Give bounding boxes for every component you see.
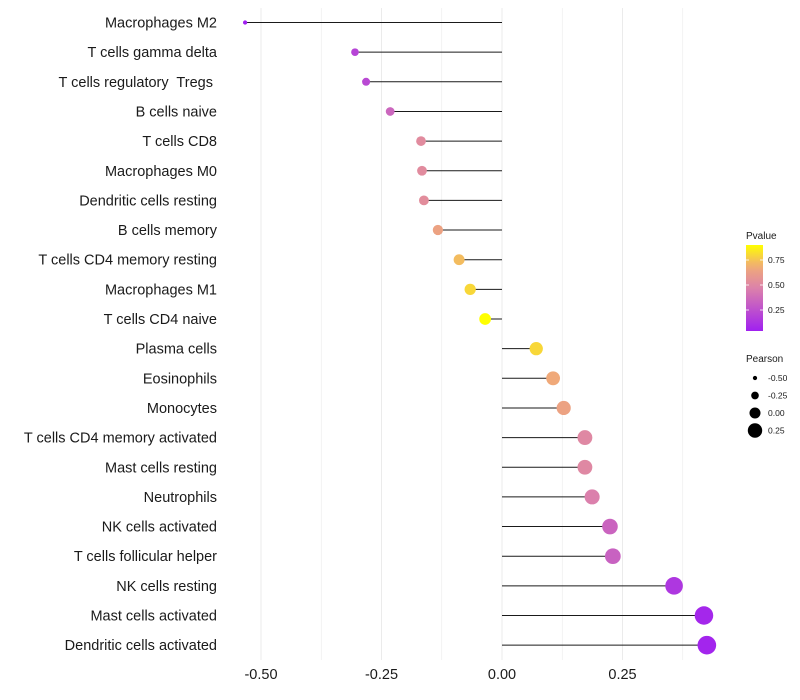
y-axis-label: T cells regulatory Tregs <box>59 75 218 91</box>
data-point <box>416 136 426 146</box>
data-point <box>419 195 429 206</box>
points <box>242 20 717 655</box>
y-axis-label: Mast cells resting <box>105 460 217 476</box>
size-legend-key <box>749 407 761 419</box>
data-point <box>577 430 593 446</box>
y-axis-label: Dendritic cells resting <box>79 193 217 209</box>
data-point <box>351 48 359 56</box>
size-legend-key <box>747 423 763 438</box>
y-axis-label: T cells CD4 memory resting <box>38 253 217 269</box>
data-point <box>577 459 593 475</box>
y-axis-label: Eosinophils <box>143 371 217 387</box>
pearson-legend-title: Pearson <box>746 354 783 365</box>
data-point <box>697 635 717 655</box>
stems <box>245 22 707 646</box>
y-axis-label: NK cells activated <box>102 520 217 536</box>
x-tick-label: 0.00 <box>488 667 516 683</box>
y-axis-labels: Macrophages M2 T cells gamma delta T cells… <box>24 16 218 655</box>
y-axis-label: Dendritic cells activated <box>65 638 217 654</box>
pearson-legend-label: -0.25 <box>768 391 788 401</box>
y-axis-label: B cells naive <box>136 104 217 120</box>
pvalue-legend-title: Pvalue <box>746 231 777 242</box>
y-axis-label: T cells gamma delta <box>88 45 218 61</box>
y-axis-label: NK cells resting <box>116 579 217 595</box>
y-axis-label: Plasma cells <box>136 342 217 358</box>
data-point <box>242 20 248 25</box>
pearson-legend-label: -0.50 <box>768 373 788 383</box>
data-point <box>694 606 714 625</box>
y-axis-label: T cells CD4 memory activated <box>24 431 217 447</box>
data-point <box>362 77 371 86</box>
data-point <box>602 518 618 535</box>
x-tick-label: 0.25 <box>608 667 636 683</box>
pvalue-colorbar <box>746 245 763 331</box>
data-point <box>432 224 444 236</box>
data-point <box>453 254 465 266</box>
x-tick-label: -0.25 <box>365 667 398 683</box>
data-point <box>665 577 683 595</box>
y-axis-label: T cells follicular helper <box>74 549 217 565</box>
y-axis-label: B cells memory <box>118 223 218 239</box>
pearson-legend-label: 0.25 <box>768 426 785 436</box>
pearson-legend: Pearson -0.50 -0.25 0.00 0.25 <box>746 354 788 438</box>
pearson-legend-label: 0.00 <box>768 408 785 418</box>
y-axis-label: T cells CD8 <box>142 134 217 150</box>
data-point <box>385 107 395 116</box>
data-point <box>546 371 561 386</box>
data-point <box>605 548 621 565</box>
y-axis-label: Macrophages M1 <box>105 282 217 298</box>
size-legend-key <box>752 375 758 381</box>
y-axis-label: Macrophages M0 <box>105 164 217 180</box>
data-point <box>529 341 543 356</box>
data-point <box>479 313 491 325</box>
gridlines <box>260 8 684 660</box>
y-axis-label: Mast cells activated <box>90 609 217 625</box>
x-tick-label: -0.50 <box>244 667 277 683</box>
data-point <box>464 283 476 295</box>
data-point <box>417 165 427 176</box>
x-axis-ticks: -0.50 -0.25 0.00 0.25 <box>244 667 636 683</box>
y-axis-label: Macrophages M2 <box>105 16 217 32</box>
y-axis-label: T cells CD4 naive <box>104 312 217 328</box>
size-legend-key <box>751 391 759 400</box>
y-axis-label: Monocytes <box>147 401 217 417</box>
pvalue-legend-label: 0.75 <box>768 255 785 265</box>
pvalue-legend-label: 0.50 <box>768 280 785 290</box>
pvalue-legend: Pvalue 0.25 0.50 0.75 <box>746 231 785 331</box>
data-point <box>556 400 571 416</box>
pvalue-legend-label: 0.25 <box>768 305 785 315</box>
data-point <box>584 489 600 505</box>
y-axis-label: Neutrophils <box>144 490 217 506</box>
